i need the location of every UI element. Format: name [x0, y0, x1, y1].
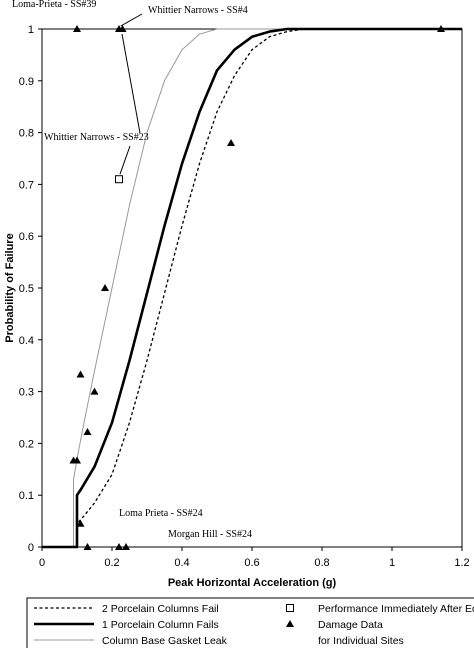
performance-data-point [115, 175, 123, 184]
annotation-label: Morgan Hill - SS#24 [168, 529, 252, 540]
damage-data-point [73, 25, 81, 32]
legend-label: 1 Porcelain Column Fails [102, 619, 219, 631]
y-tick-label: 0.9 [19, 76, 34, 88]
x-tick-label: 0 [39, 557, 45, 569]
damage-data-point [76, 519, 85, 527]
legend-label: Performance Immediately After Eq [318, 603, 474, 615]
damage-data-point [83, 428, 92, 436]
damage-data-point [115, 543, 123, 550]
series-line-2 [42, 28, 462, 548]
damage-data-point [73, 456, 81, 464]
axis-ticks: 0 0.2 0.4 0.6 0.8 1 1.2 0 0.1 0.2 0.3 0.4 0.5 0.6 0.7 0… [19, 24, 470, 569]
x-tick-label: 0.4 [174, 557, 189, 569]
y-axis-title: Probability of Failure [4, 233, 16, 342]
annotation-label: Whittier Narrows - SS#23 [44, 132, 149, 143]
annotations: Loma-Prieta - SS#39 Whittier Narrows - SS… [12, 0, 252, 540]
x-tick-label: 0.6 [244, 557, 259, 569]
damage-data-point [122, 543, 130, 550]
legend-symbol-triangle [286, 620, 294, 627]
x-tick-label: 1 [389, 557, 395, 569]
x-tick-label: 1.2 [454, 557, 469, 569]
legend-symbol-open-square [286, 604, 294, 612]
y-tick-label: 1 [28, 24, 34, 36]
series-lines [42, 27, 462, 549]
annotation-arrow [121, 33, 141, 134]
y-tick-label: 0.8 [19, 128, 34, 140]
y-tick-label: 0.7 [19, 179, 34, 191]
damage-data-point [76, 370, 85, 378]
legend-label: Column Base Gasket Leak [102, 635, 228, 647]
x-axis-title: Peak Horizontal Acceleration (g) [168, 577, 337, 589]
y-tick-label: 0.4 [19, 335, 34, 347]
legend-label: for Individual Sites [318, 635, 404, 647]
y-tick-label: 0.5 [19, 283, 34, 295]
legend: 2 Porcelain Columns Fail Performance Imme… [26, 597, 474, 648]
y-tick-label: 0 [28, 542, 34, 554]
series-line-1 [42, 27, 462, 549]
annotation-label: Loma-Prieta - SS#39 [12, 0, 96, 10]
annotation-label: Whittier Narrows - SS#4 [148, 5, 248, 16]
series-line-0 [42, 28, 462, 548]
legend-label: Damage Data [318, 619, 383, 631]
damage-data-point [101, 284, 109, 291]
annotation-arrow [119, 145, 131, 175]
data-markers [69, 25, 445, 550]
y-tick-label: 0.1 [19, 490, 34, 502]
x-tick-label: 0.8 [314, 557, 329, 569]
damage-data-point [437, 25, 445, 32]
damage-data-point [83, 543, 92, 550]
damage-data-point [90, 387, 99, 395]
y-tick-label: 0.6 [19, 231, 34, 243]
x-tick-label: 0.2 [104, 557, 119, 569]
legend-box [26, 597, 474, 648]
y-tick-label: 0.3 [19, 387, 34, 399]
annotation-label: Loma Prieta - SS#24 [119, 508, 203, 519]
damage-data-point [227, 138, 235, 146]
legend-label: 2 Porcelain Columns Fail [102, 603, 219, 615]
annotation-arrow [120, 13, 143, 27]
y-tick-label: 0.2 [19, 438, 34, 450]
damage-data-point [118, 25, 127, 32]
